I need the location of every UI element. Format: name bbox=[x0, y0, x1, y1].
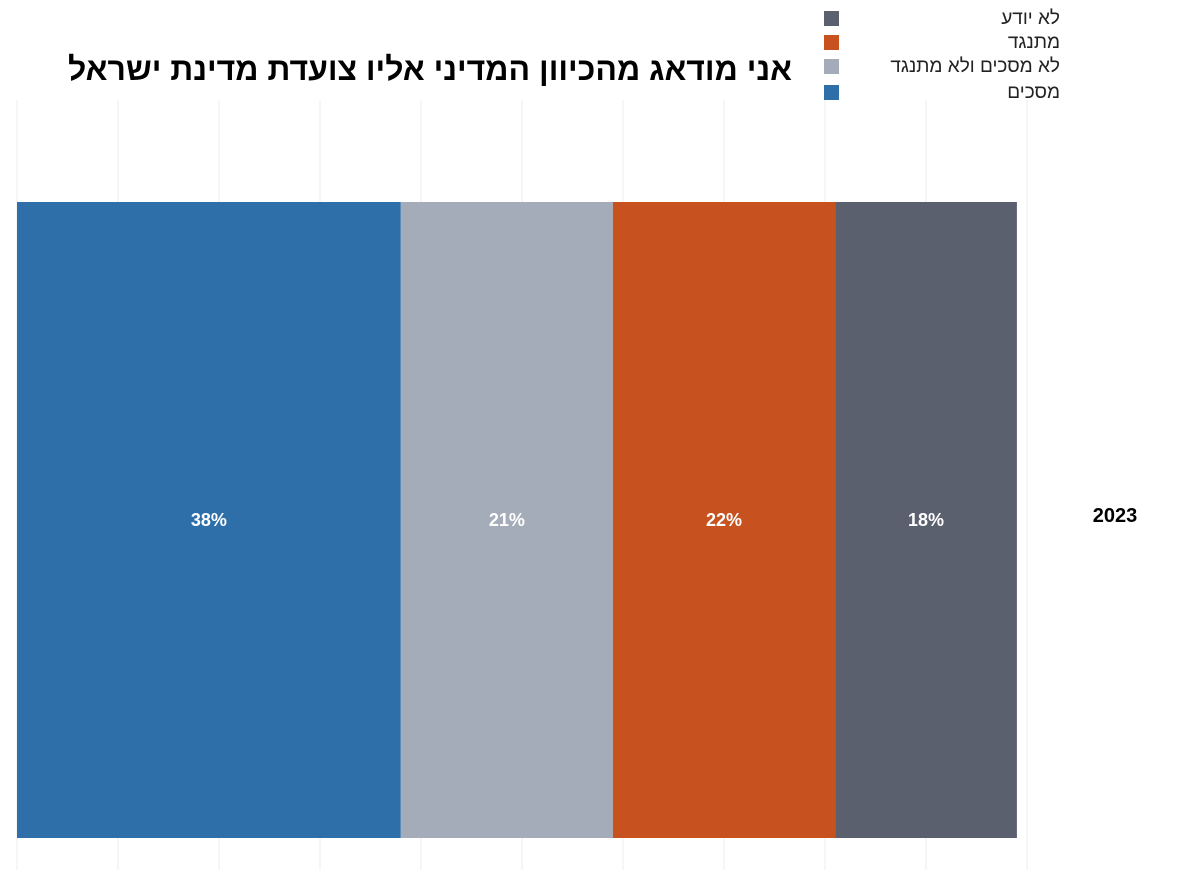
data-label-1: 21% bbox=[489, 510, 525, 530]
legend-swatch-1 bbox=[824, 59, 839, 74]
bar-segment-2 bbox=[612, 202, 836, 838]
data-labels: 38% 21% 22% 18% bbox=[191, 510, 944, 530]
bar-segment-3 bbox=[835, 202, 1017, 838]
data-label-0: 38% bbox=[191, 510, 227, 530]
legend-swatch-0 bbox=[824, 85, 839, 100]
legend-label-1: לא מסכים ולא מתנגד bbox=[890, 56, 1060, 77]
data-label-3: 18% bbox=[908, 510, 944, 530]
bar-segment-1 bbox=[400, 202, 613, 838]
bar-segment-0 bbox=[17, 202, 401, 838]
legend-label-2: מתנגד bbox=[1008, 32, 1060, 53]
category-label-2023: 2023 bbox=[1093, 505, 1138, 527]
legend: לא יודע מתנגד לא מסכים ולא מתנגד מסכים bbox=[824, 8, 1060, 103]
legend-swatch-3 bbox=[824, 11, 839, 26]
legend-swatch-2 bbox=[824, 35, 839, 50]
legend-label-3: לא יודע bbox=[1001, 8, 1060, 29]
data-label-2: 22% bbox=[706, 510, 742, 530]
legend-label-0: מסכים bbox=[1007, 82, 1060, 103]
bar-segments bbox=[17, 202, 1017, 838]
chart-title: אני מודאג מהכיוון המדיני אליו צועדת מדינ… bbox=[68, 51, 792, 87]
